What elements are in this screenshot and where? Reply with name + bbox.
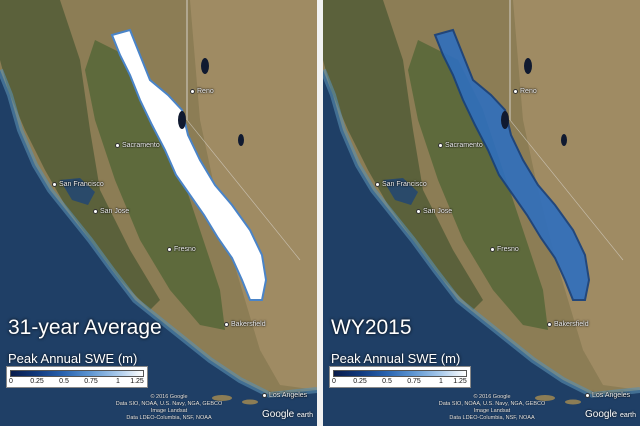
legend-tick: 0.75: [84, 378, 98, 385]
legend-color-ramp: [333, 370, 467, 377]
pyramid-lake: [524, 58, 532, 74]
channel-island: [565, 399, 581, 405]
legend-label: Peak Annual SWE (m): [8, 351, 138, 366]
city-label-san-jose: San Jose: [93, 208, 129, 215]
legend-tick: 1: [116, 378, 120, 385]
legend-tick: 0.5: [382, 378, 392, 385]
city-label-bakersfield: Bakersfield: [224, 321, 266, 328]
city-label-reno: Reno: [190, 88, 214, 95]
legend-tick: 0: [9, 378, 13, 385]
legend-tick: 0.75: [407, 378, 421, 385]
desert: [513, 0, 640, 390]
coast-range: [0, 0, 160, 310]
city-label-sacramento: Sacramento: [115, 142, 160, 149]
state-border-diagonal: [509, 119, 624, 261]
city-label-los-angeles: Los Angeles: [262, 392, 307, 399]
legend-tick: 1: [439, 378, 443, 385]
lake-tahoe: [178, 111, 186, 129]
coast-glow: [0, 68, 317, 399]
satellite-map: [323, 0, 640, 426]
city-label-fresno: Fresno: [490, 246, 519, 253]
legend-tick: 0.25: [353, 378, 367, 385]
central-valley: [85, 40, 225, 330]
city-label-bakersfield: Bakersfield: [547, 321, 589, 328]
map-credits: © 2016 Google Data SIO, NOAA, U.S. Navy,…: [115, 394, 223, 421]
legend-tick: 1.25: [130, 378, 144, 385]
city-label-fresno: Fresno: [167, 246, 196, 253]
legend-label: Peak Annual SWE (m): [331, 351, 461, 366]
city-label-los-angeles: Los Angeles: [585, 392, 630, 399]
map-credits: © 2016 Google Data SIO, NOAA, U.S. Navy,…: [438, 394, 546, 421]
city-label-san-francisco: San Francisco: [375, 181, 427, 188]
city-label-sacramento: Sacramento: [438, 142, 483, 149]
map-panel-average: Reno Sacramento San Francisco San Jose F…: [0, 0, 317, 426]
panel-title: 31-year Average: [8, 316, 162, 339]
bay: [60, 178, 95, 205]
bay: [383, 178, 418, 205]
city-label-san-jose: San Jose: [416, 208, 452, 215]
coast-glow: [323, 68, 640, 399]
google-earth-logo: Google earth: [585, 409, 636, 420]
walker-lake: [238, 134, 244, 146]
walker-lake: [561, 134, 567, 146]
city-label-reno: Reno: [513, 88, 537, 95]
snowpack: [433, 28, 591, 301]
legend-tick: 1.25: [453, 378, 467, 385]
channel-island: [535, 395, 555, 401]
central-valley: [408, 40, 548, 330]
pyramid-lake: [201, 58, 209, 74]
snowpack: [110, 28, 268, 301]
state-border-diagonal: [186, 119, 301, 261]
desert: [190, 0, 317, 390]
channel-island: [242, 399, 258, 405]
satellite-map: [0, 0, 317, 426]
color-legend: 0 0.25 0.5 0.75 1 1.25: [329, 366, 471, 388]
legend-tick: 0.5: [59, 378, 69, 385]
legend-tick: 0: [332, 378, 336, 385]
channel-island: [212, 395, 232, 401]
google-earth-logo: Google earth: [262, 409, 313, 420]
legend-tick: 0.25: [30, 378, 44, 385]
color-legend: 0 0.25 0.5 0.75 1 1.25: [6, 366, 148, 388]
legend-color-ramp: [10, 370, 144, 377]
panel-divider: [317, 0, 323, 426]
panel-title: WY2015: [331, 316, 412, 339]
map-panel-wy2015: Reno Sacramento San Francisco San Jose F…: [323, 0, 640, 426]
lake-tahoe: [501, 111, 509, 129]
city-label-san-francisco: San Francisco: [52, 181, 104, 188]
coast-range: [323, 0, 483, 310]
